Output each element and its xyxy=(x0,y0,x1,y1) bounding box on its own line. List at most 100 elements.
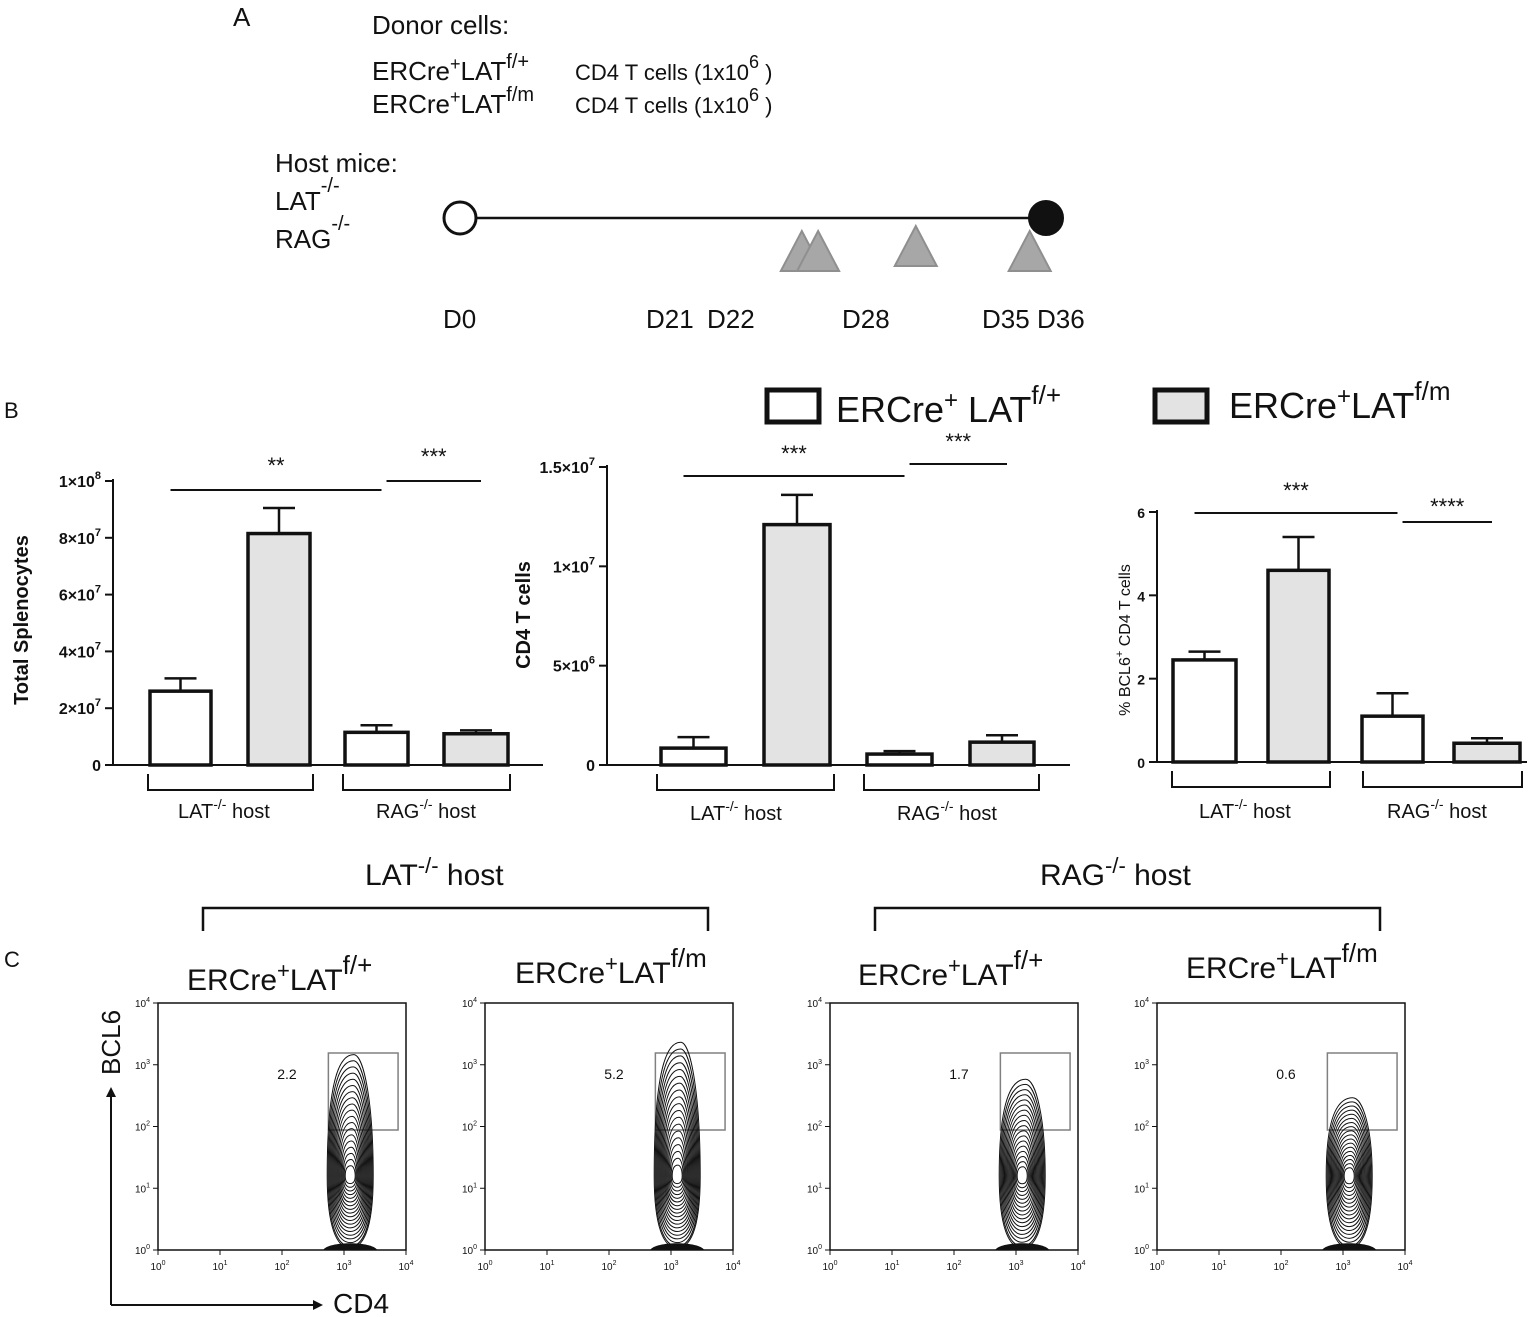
x-tick-label: 104 xyxy=(1070,1260,1085,1273)
contour-line xyxy=(344,1165,356,1185)
contour-line xyxy=(329,1072,371,1240)
contour-line xyxy=(1009,1130,1036,1212)
contour-line xyxy=(670,1157,684,1188)
contour-line xyxy=(1014,1155,1030,1193)
flow-plots: ERCre+LATf/+1001001011011021021031031041… xyxy=(135,938,1413,1273)
day-label: D21 xyxy=(646,304,694,334)
y-tick-label: 1.5×107 xyxy=(539,456,595,477)
y-tick-label: 104 xyxy=(462,997,477,1010)
y-tick-label: 101 xyxy=(807,1182,822,1195)
group-bracket xyxy=(1171,771,1331,788)
host-bracket-lat xyxy=(201,906,710,931)
contour-line xyxy=(1343,1167,1355,1185)
contour-line xyxy=(999,1083,1045,1247)
panel-letter-b: B xyxy=(4,398,19,423)
y-tick-label: 0 xyxy=(1137,755,1145,771)
y-tick-label: 103 xyxy=(462,1059,477,1072)
flow-axis-arrows: BCL6 CD4 xyxy=(96,1010,389,1317)
gate-box xyxy=(327,1052,399,1131)
donor-desc: CD4 T cells (1x10 xyxy=(575,60,749,85)
chart-total-splenocytes: 0 2×107 4×107 6×107 8×107 1×108 Total Splenocy… xyxy=(11,444,543,823)
legend-item-grey: ERCre+LATf/m xyxy=(1152,376,1451,426)
svg-text:ERCre+LATf/m: ERCre+LATf/m xyxy=(372,84,534,119)
contour-line xyxy=(1328,1109,1370,1239)
y-tick-label: 2×107 xyxy=(59,697,101,718)
contour-line xyxy=(1332,1121,1367,1228)
group-label: RAG-/- host xyxy=(897,798,997,825)
y-tick-label: 5×106 xyxy=(553,655,595,676)
contour-line xyxy=(655,1055,699,1244)
group-bracket xyxy=(147,774,314,791)
x-tick-label: 101 xyxy=(212,1260,227,1273)
y-tick-label: 2 xyxy=(1137,672,1145,688)
contour-line xyxy=(335,1109,365,1218)
x-tick-label: 104 xyxy=(725,1260,740,1273)
contour-line xyxy=(1008,1125,1037,1216)
y-tick-label: 100 xyxy=(462,1244,477,1257)
svg-text:ERCre+LATf/m: ERCre+LATf/m xyxy=(1229,376,1451,426)
contour-line xyxy=(671,1164,683,1185)
flow-plot-title: ERCre+LATf/m xyxy=(515,943,707,990)
y-tick-label: 103 xyxy=(807,1059,822,1072)
contour-line xyxy=(662,1103,692,1218)
contour-line xyxy=(1335,1134,1364,1216)
panel-letter-c: C xyxy=(4,947,20,972)
host-title: Host mice: xyxy=(275,148,398,178)
contour-line xyxy=(1325,1097,1373,1249)
contour-line xyxy=(668,1144,686,1196)
contour-line xyxy=(1016,1166,1028,1185)
contour-line xyxy=(666,1130,688,1203)
x-tick-label: 103 xyxy=(1008,1260,1023,1273)
contour-line xyxy=(1334,1130,1365,1220)
contour-line xyxy=(1005,1109,1040,1228)
flow-plot-title: ERCre+LATf/m xyxy=(1186,938,1378,985)
group-bracket xyxy=(1362,771,1523,788)
contour-line xyxy=(339,1134,361,1203)
y-tick-label: 101 xyxy=(1134,1182,1149,1195)
x-tick-label: 101 xyxy=(884,1260,899,1273)
day-label: D28 xyxy=(842,304,890,334)
contour-line xyxy=(654,1048,700,1247)
bar xyxy=(1360,714,1425,764)
y-axis-label: CD4 T cells xyxy=(513,561,535,669)
x-tick-label: 101 xyxy=(539,1260,554,1273)
day-label: D35 xyxy=(982,304,1030,334)
contour-line xyxy=(1003,1104,1041,1232)
x-tick-label: 103 xyxy=(1335,1260,1350,1273)
bcl6-axis-label: BCL6 xyxy=(96,1010,126,1075)
y-tick-label: 1×107 xyxy=(553,555,595,576)
contour-line xyxy=(1330,1117,1368,1232)
donor-genotype: ERCre xyxy=(372,89,450,119)
contour-line xyxy=(1338,1146,1361,1204)
y-axis-label: % BCL6+ CD4 T cells xyxy=(1114,564,1134,716)
y-axis-label: Total Splenocytes xyxy=(11,535,33,705)
host-bracket-rag xyxy=(873,906,1382,931)
x-tick-label: 101 xyxy=(1211,1260,1226,1273)
svg-text:RAG-/- host: RAG-/- host xyxy=(1040,853,1191,892)
contour-line xyxy=(656,1062,698,1240)
donor-line-1: ERCre+LATf/+ CD4 T cells (1x106 ) xyxy=(372,51,773,86)
significance-label: *** xyxy=(1283,478,1309,503)
contour-base xyxy=(995,1243,1050,1250)
group-label: LAT-/- host xyxy=(1199,796,1291,823)
contour-line xyxy=(334,1103,366,1221)
contour-line xyxy=(1012,1145,1032,1200)
donor-line-2: ERCre+LATf/m CD4 T cells (1x106 ) xyxy=(372,84,773,119)
contour-line xyxy=(332,1091,368,1229)
contour-line xyxy=(340,1140,360,1199)
group-bracket xyxy=(342,774,511,791)
x-tick-label: 103 xyxy=(663,1260,678,1273)
contour-line xyxy=(665,1123,689,1207)
y-tick-label: 6×107 xyxy=(59,584,101,605)
injection-triangle xyxy=(1007,228,1053,272)
contour-line xyxy=(337,1121,363,1210)
day-label: D22 xyxy=(707,304,755,334)
contour-line xyxy=(1339,1150,1359,1200)
contour-line xyxy=(1341,1159,1357,1193)
contour-line xyxy=(1015,1161,1029,1189)
group-label: LAT-/- host xyxy=(690,798,782,825)
svg-text:ERCre+LATf/+: ERCre+LATf/+ xyxy=(372,51,529,86)
group-label: RAG-/- host xyxy=(1387,796,1487,823)
legend: ERCre+ LATf/+ ERCre+LATf/m xyxy=(764,376,1451,430)
